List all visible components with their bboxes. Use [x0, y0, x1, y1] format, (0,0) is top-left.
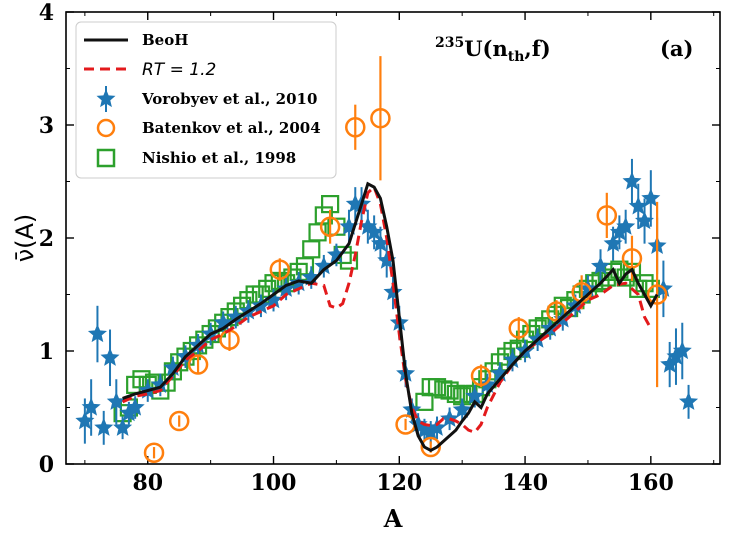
rt-line: [121, 184, 653, 435]
vorobyev-point: [603, 233, 623, 252]
vorobyev-point: [679, 391, 699, 410]
vorobyev-point: [578, 278, 598, 297]
legend-star-icon: [96, 89, 116, 108]
batenkov-point: [508, 318, 530, 339]
vorobyev-point: [591, 256, 610, 275]
vorobyev-point: [490, 363, 510, 382]
nishio-point: [434, 380, 453, 399]
x-tick-label: 120: [376, 470, 422, 496]
batenkov-point: [187, 354, 209, 375]
y-tick-label: 2: [39, 226, 54, 252]
batenkov-point: [596, 205, 618, 226]
nishio-point: [314, 206, 333, 225]
legend-batenkov-swatch: [96, 118, 116, 138]
plot-frame: [65, 11, 721, 465]
batenkov-point: [470, 365, 492, 387]
x-tick-label: 100: [251, 470, 297, 496]
batenkov-point: [168, 410, 190, 432]
legend-batenkov-label: Batenkov et al., 2004: [142, 119, 321, 137]
nishio-point: [446, 384, 465, 404]
batenkov-point: [370, 107, 391, 129]
vorobyev-point: [119, 403, 139, 422]
axis-ticks: [66, 11, 720, 465]
vorobyev-point: [427, 417, 447, 436]
reaction-annotation: 235U(nth,f): [435, 35, 551, 65]
x-axis-label: A: [383, 504, 403, 533]
y-tick-label: 0: [39, 452, 54, 478]
vorobyev-point: [94, 417, 114, 436]
reaction-mass-number: 235: [435, 35, 464, 51]
vorobyev-point: [87, 324, 107, 343]
legend-nishio-label: Nishio et al., 1998: [142, 149, 296, 167]
batenkov-point: [546, 301, 567, 322]
vorobyev-point: [465, 386, 485, 405]
vorobyev-point: [106, 391, 126, 410]
batenkov-point: [143, 442, 165, 463]
nishio-point: [440, 381, 459, 400]
y-axis-label: ν̄(A): [11, 214, 39, 263]
x-tick-label: 160: [628, 470, 674, 496]
vorobyev-point: [125, 397, 145, 416]
legend-beoh-label: BeoH: [142, 31, 188, 49]
batenkov-point: [345, 117, 366, 138]
vorobyev-point: [408, 414, 428, 433]
vorobyev-point: [609, 222, 629, 241]
vorobyev-point: [364, 222, 384, 241]
batenkov-point: [420, 436, 441, 458]
vorobyev-point: [641, 188, 661, 207]
vorobyev-point: [622, 171, 642, 190]
nishio-point: [427, 378, 447, 397]
y-tick-label: 3: [39, 113, 54, 139]
vorobyev-point: [75, 411, 95, 430]
legend-nishio-swatch: [96, 148, 116, 168]
vorobyev-point: [616, 216, 636, 235]
panel-label: (a): [660, 36, 693, 61]
vorobyev-point: [421, 422, 441, 441]
nishio-point: [635, 274, 654, 293]
legend-vorobyev-swatch: [96, 86, 116, 112]
data-layer: [75, 56, 699, 463]
vorobyev-point: [358, 216, 378, 235]
vorobyev-point: [314, 256, 334, 275]
y-tick-label: 4: [39, 0, 54, 26]
vorobyev-point: [100, 347, 120, 366]
vorobyev-point: [326, 244, 346, 263]
vorobyev-point: [276, 278, 296, 297]
reaction-post: ,f): [524, 36, 550, 61]
vorobyev-point: [660, 354, 680, 373]
tick-labels: 80 100 120 140 160 0 1 2 3 4: [39, 0, 674, 496]
x-tick-label: 140: [502, 470, 548, 496]
beoh-line: [122, 181, 659, 453]
vorobyev-point: [377, 250, 397, 269]
x-tick-label: 80: [132, 470, 163, 496]
y-tick-label: 1: [39, 339, 54, 365]
legend-rt-label: RT = 1.2: [142, 60, 216, 80]
vorobyev-point: [264, 290, 283, 309]
reaction-main: U(n: [464, 36, 508, 61]
vorobyev-point: [628, 196, 648, 215]
vorobyev-point: [370, 233, 390, 252]
vorobyev-point: [440, 408, 460, 427]
vorobyev-point: [113, 417, 133, 436]
vorobyev-point: [672, 341, 692, 360]
reaction-sub: th: [508, 49, 525, 65]
legend-vorobyev-label: Vorobyev et al., 2010: [141, 90, 317, 108]
batenkov-point: [646, 284, 668, 305]
vorobyev-point: [503, 350, 522, 369]
nishio-point: [415, 392, 434, 411]
batenkov-point: [319, 216, 341, 237]
legend-box: [75, 21, 337, 179]
batenkov-point: [621, 248, 643, 269]
vorobyev-point: [81, 397, 101, 416]
batenkov-point: [269, 259, 291, 280]
vorobyev-point: [226, 307, 246, 326]
vorobyev-point: [635, 211, 654, 230]
legend: BeoH RT = 1.2 Vorobyev et al., 2010 Bate…: [75, 21, 337, 179]
vorobyev-point: [666, 346, 686, 365]
